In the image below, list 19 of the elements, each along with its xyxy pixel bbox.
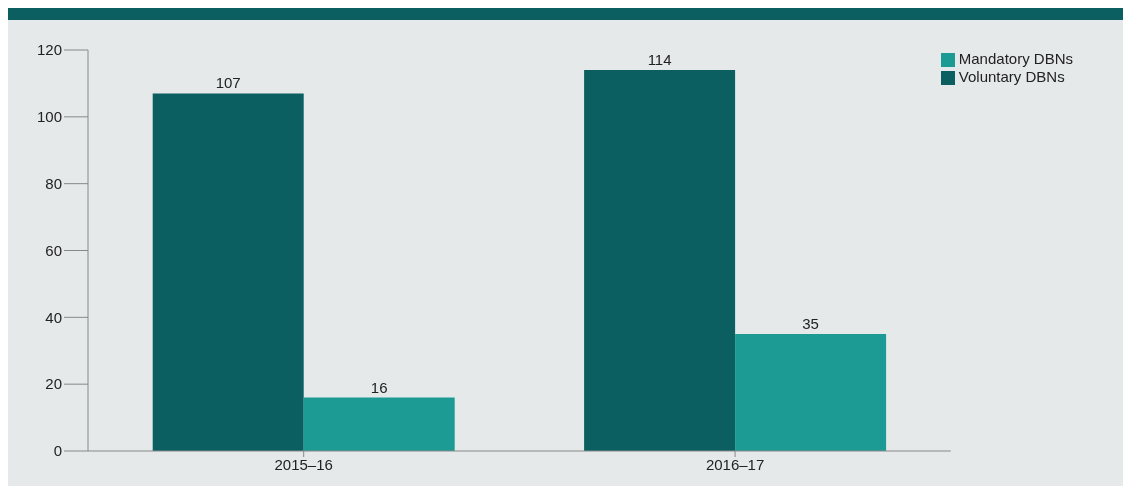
x-tick-label: 2015–16 xyxy=(274,455,333,473)
legend-label: Mandatory DBNs xyxy=(958,50,1073,67)
legend-label: Voluntary DBNs xyxy=(958,68,1065,85)
data-label: 107 xyxy=(215,74,241,92)
y-tick-label: 40 xyxy=(45,308,62,326)
bar xyxy=(584,70,736,451)
x-tick-label: 2016–17 xyxy=(705,455,765,473)
bar xyxy=(152,93,304,451)
data-label: 35 xyxy=(802,315,819,333)
y-tick-label: 20 xyxy=(45,375,62,393)
bar xyxy=(303,397,455,451)
data-label: 16 xyxy=(370,378,388,396)
y-tick-label: 120 xyxy=(36,41,62,59)
y-tick-label: 80 xyxy=(45,174,62,192)
y-tick-label: 100 xyxy=(36,108,62,126)
bar xyxy=(735,334,887,451)
y-tick-label: 0 xyxy=(53,442,62,460)
y-tick-label: 60 xyxy=(45,241,62,259)
data-label: 114 xyxy=(647,51,672,69)
